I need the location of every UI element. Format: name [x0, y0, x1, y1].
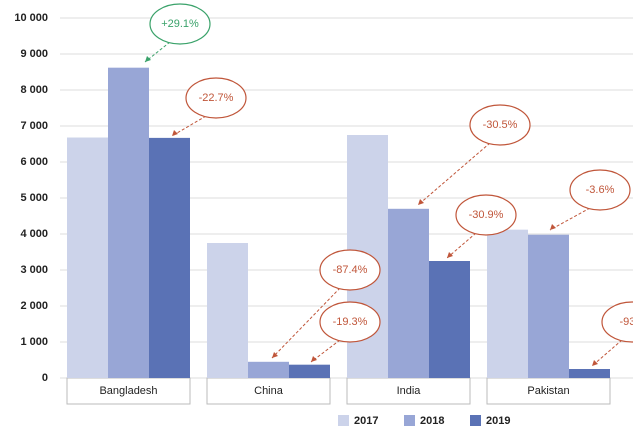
- y-tick-label: 8 000: [20, 84, 48, 96]
- arrow-head: [272, 352, 278, 358]
- annotation-arrow: [271, 287, 341, 359]
- arrow-head: [418, 199, 424, 205]
- arrow-head: [172, 130, 178, 136]
- legend-label: 2018: [420, 415, 444, 427]
- y-tick-label: 9 000: [20, 48, 48, 60]
- annotation-arrow: [446, 232, 477, 259]
- annotation-arrow: [417, 142, 491, 206]
- annotation-label: +29.1%: [161, 18, 199, 30]
- y-tick-label: 0: [42, 372, 48, 384]
- arrow-head: [145, 56, 151, 62]
- annotation-arrow: [549, 207, 591, 231]
- category-box: [346, 377, 471, 405]
- annotation-label: -30.5%: [483, 119, 518, 131]
- category-box: [486, 377, 611, 405]
- annotation-circle: [569, 169, 631, 211]
- annotation-circle: [319, 249, 381, 291]
- bar: [528, 234, 569, 378]
- category-box: [206, 377, 331, 405]
- annotation-label: -87.4%: [333, 264, 368, 276]
- bar: [487, 229, 528, 378]
- annotation-label: -93.3: [619, 316, 633, 328]
- bar: [429, 261, 470, 378]
- annotation-label: -19.3%: [333, 316, 368, 328]
- annotation-circle: [601, 301, 633, 343]
- y-tick-label: 1 000: [20, 336, 48, 348]
- arrow-head: [592, 360, 598, 366]
- annotation-circle: [455, 194, 517, 236]
- y-tick-label: 4 000: [20, 228, 48, 240]
- bar: [67, 137, 108, 378]
- x-tick-label: China: [254, 385, 284, 397]
- bar: [108, 67, 149, 379]
- annotation-arrow: [591, 339, 623, 367]
- bar: [149, 137, 190, 378]
- bar: [289, 364, 330, 378]
- legend-swatch: [470, 415, 481, 426]
- annotation-label: -22.7%: [199, 92, 234, 104]
- annotation-label: -3.6%: [586, 184, 615, 196]
- arrow-head: [550, 224, 556, 230]
- legend-swatch: [338, 415, 349, 426]
- annotation-circle: [185, 77, 247, 119]
- x-tick-label: India: [397, 385, 422, 397]
- y-tick-label: 3 000: [20, 264, 48, 276]
- y-tick-label: 7 000: [20, 120, 48, 132]
- x-tick-label: Pakistan: [527, 385, 569, 397]
- annotation-circle: [319, 301, 381, 343]
- bar: [207, 243, 248, 378]
- arrow-head: [311, 356, 317, 362]
- annotation-label: -30.9%: [469, 209, 504, 221]
- bar: [569, 369, 610, 378]
- annotation-arrow: [171, 115, 207, 137]
- legend-label: 2017: [354, 415, 378, 427]
- y-tick-label: 10 000: [14, 12, 48, 24]
- legend-label: 2019: [486, 415, 510, 427]
- annotation-arrow: [310, 339, 341, 363]
- y-tick-label: 2 000: [20, 300, 48, 312]
- category-box: [66, 377, 191, 405]
- annotation-circle: [149, 3, 211, 45]
- legend-swatch: [404, 415, 415, 426]
- bar: [248, 361, 289, 378]
- y-tick-label: 6 000: [20, 156, 48, 168]
- arrow-head: [447, 252, 453, 258]
- y-tick-label: 5 000: [20, 192, 48, 204]
- bar: [388, 208, 429, 378]
- annotation-circle: [469, 104, 531, 146]
- x-tick-label: Bangladesh: [99, 385, 157, 397]
